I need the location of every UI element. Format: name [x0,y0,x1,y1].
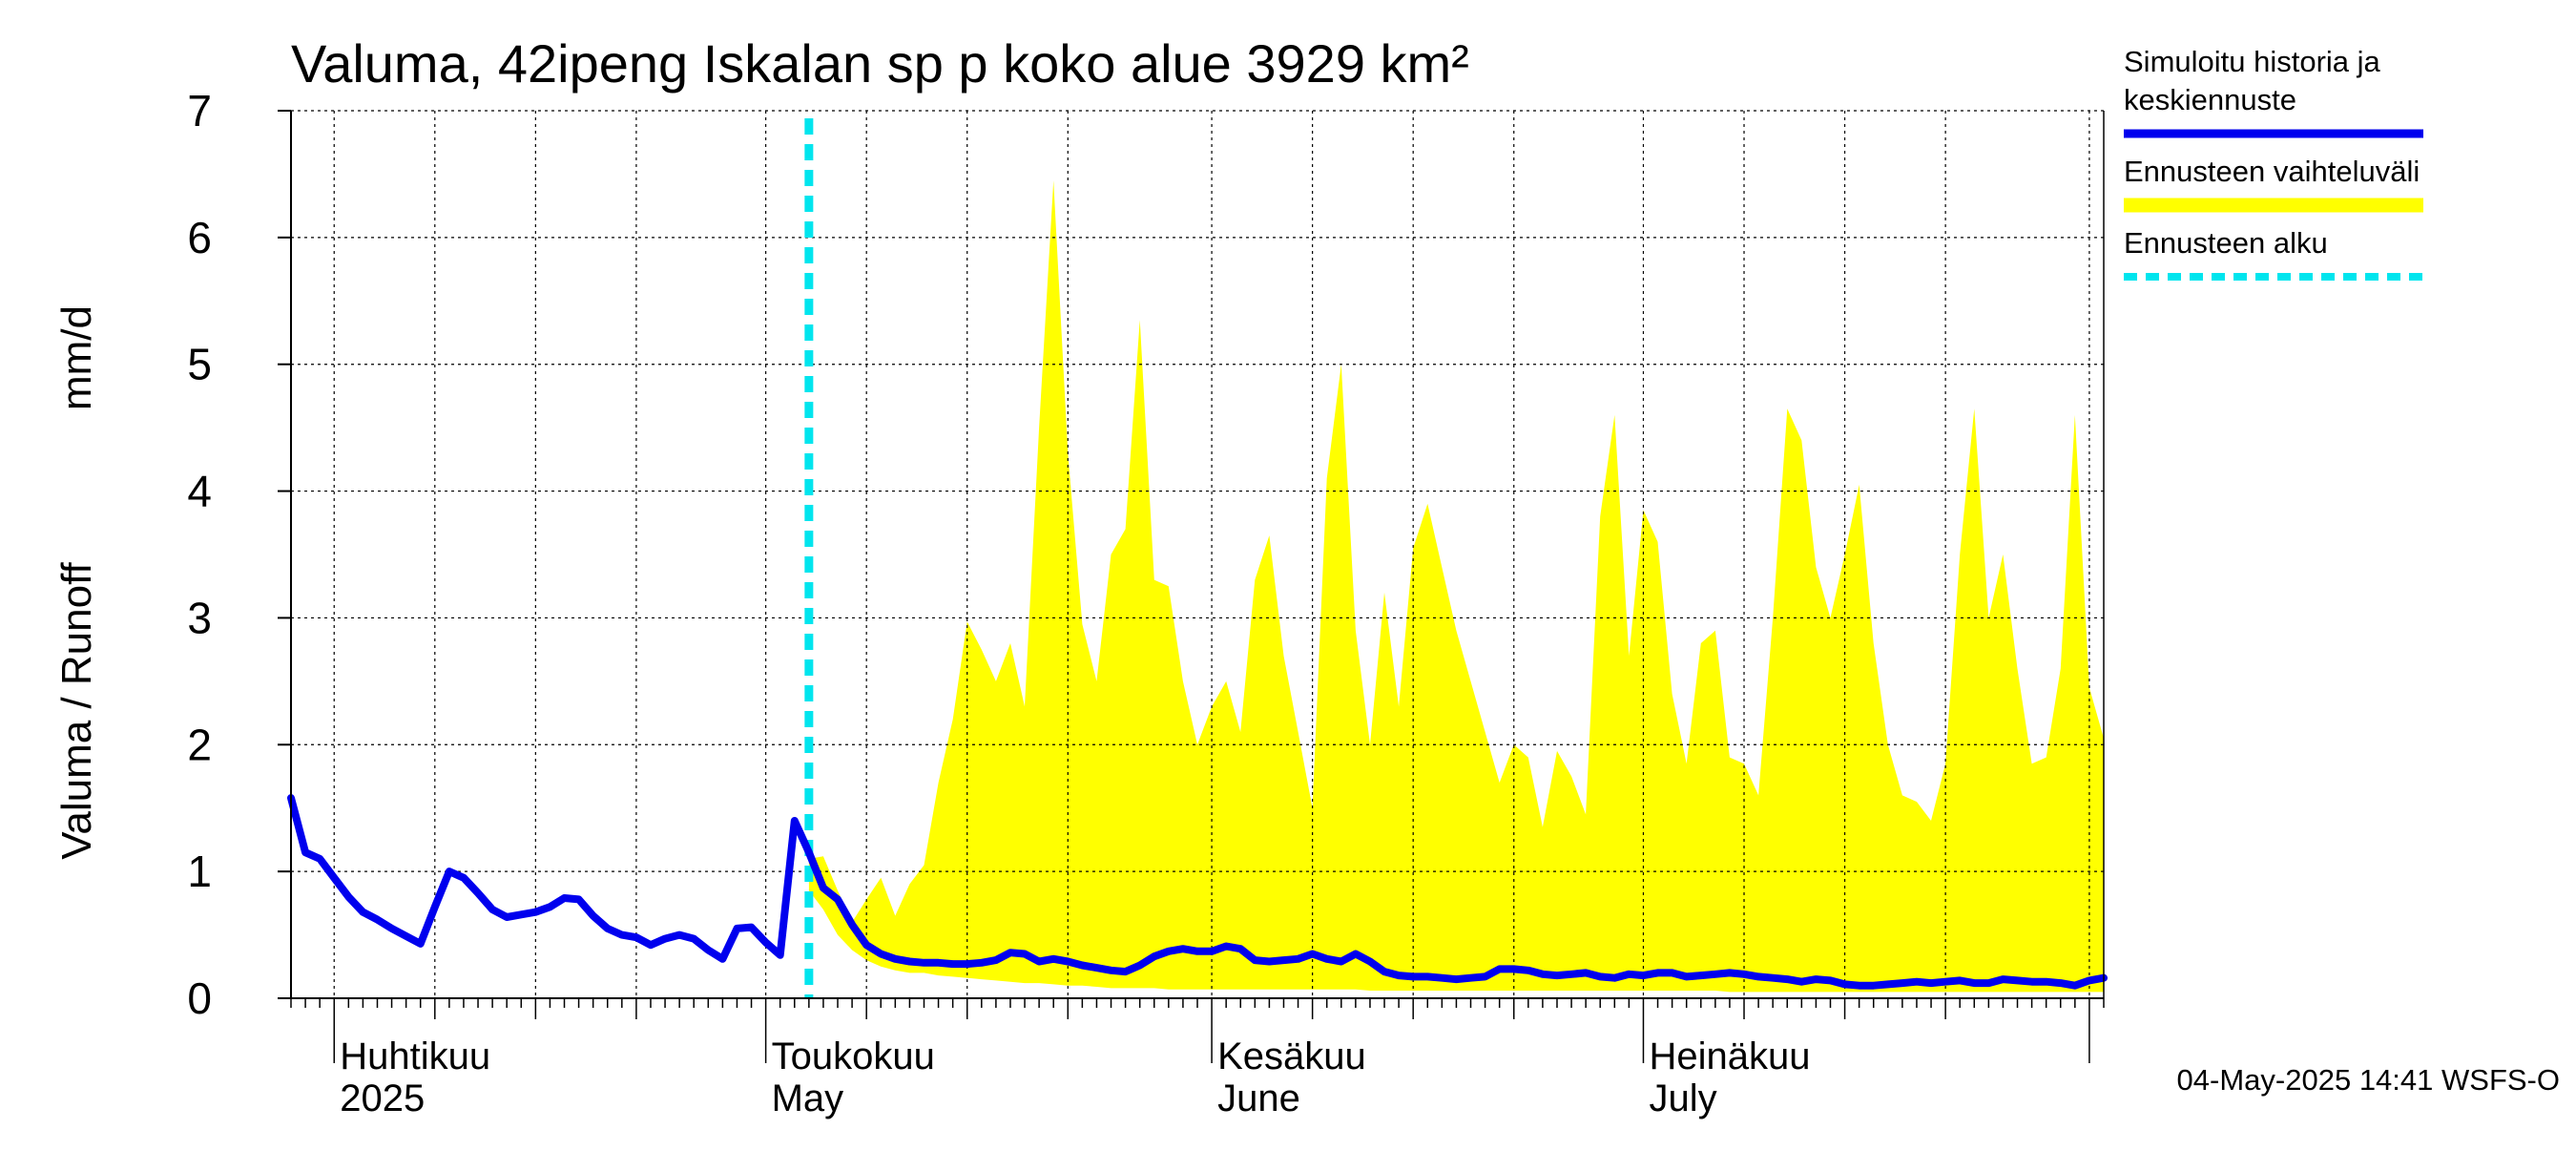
footer-timestamp: 04-May-2025 14:41 WSFS-O [2177,1063,2560,1097]
y-tick-label: 6 [187,213,212,262]
y-axis-ticks: 0 1 2 3 4 5 6 7 [187,86,291,1023]
y-tick-label: 2 [187,720,212,769]
forecast-range-band [808,180,2104,993]
x-axis-ticks [290,998,2105,1063]
y-tick-label: 7 [187,86,212,136]
y-axis-unit: mm/d [53,305,100,410]
legend-label: keskiennuste [2124,83,2296,116]
legend: Simuloitu historia ja keskiennuste Ennuste… [2124,45,2423,281]
simulated-runoff-line [287,794,2108,990]
y-tick-label: 5 [187,340,212,389]
chart-title: Valuma, 42ipeng Iskalan sp p koko alue 3… [291,33,1469,94]
month-label-en: May [772,1077,844,1119]
month-label-en: July [1649,1077,1716,1119]
month-label-en: June [1217,1077,1300,1119]
y-tick-label: 0 [187,973,212,1023]
grid-lines [291,110,2104,998]
simulated-runoff-series [287,794,2108,990]
legend-label: Ennusteen alku [2124,226,2328,260]
month-label-fi: Toukokuu [772,1035,935,1077]
legend-label: Simuloitu historia ja [2124,45,2381,78]
forecast-range-area [808,180,2104,993]
month-label-en: 2025 [340,1077,425,1119]
y-axis-label: Valuma / Runoff [53,562,100,860]
month-label-fi: Kesäkuu [1217,1035,1366,1077]
y-tick-label: 1 [187,847,212,896]
month-label-fi: Huhtikuu [340,1035,490,1077]
legend-label: Ennusteen vaihteluväli [2124,155,2420,188]
y-tick-label: 4 [187,467,212,516]
y-tick-label: 3 [187,593,212,642]
month-label-fi: Heinäkuu [1649,1035,1810,1077]
